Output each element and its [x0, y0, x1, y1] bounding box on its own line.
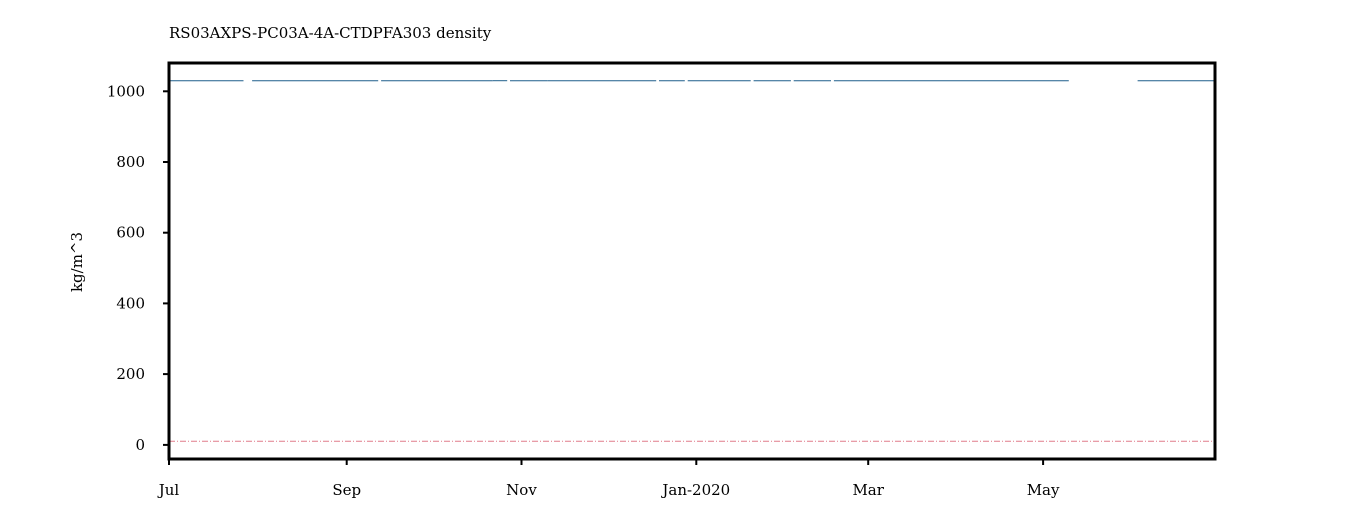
x-tick-label: May: [1027, 481, 1060, 499]
plot-area-frame: [167, 61, 1217, 461]
y-tick-label: 0: [135, 436, 145, 454]
x-axis-ticks: Jul Sep Nov Jan-2020 Mar May: [157, 459, 1060, 499]
y-tick-label: 800: [116, 153, 145, 171]
y-tick-label: 200: [116, 365, 145, 383]
y-axis-ticks: 0 200 400 600 800 1000: [107, 82, 169, 454]
x-tick-label: Mar: [852, 481, 884, 499]
x-tick-label: Nov: [506, 481, 537, 499]
chart-title: RS03AXPS-PC03A-4A-CTDPFA303 density: [169, 24, 492, 42]
y-axis-label: kg/m^3: [68, 232, 86, 292]
series-layer: [169, 80, 1215, 442]
x-tick-label: Jul: [157, 481, 180, 499]
x-tick-label: Jan-2020: [660, 481, 730, 499]
y-tick-label: 400: [116, 294, 145, 312]
x-tick-label: Sep: [332, 481, 361, 499]
y-tick-label: 1000: [107, 82, 145, 100]
y-tick-label: 600: [116, 224, 145, 242]
